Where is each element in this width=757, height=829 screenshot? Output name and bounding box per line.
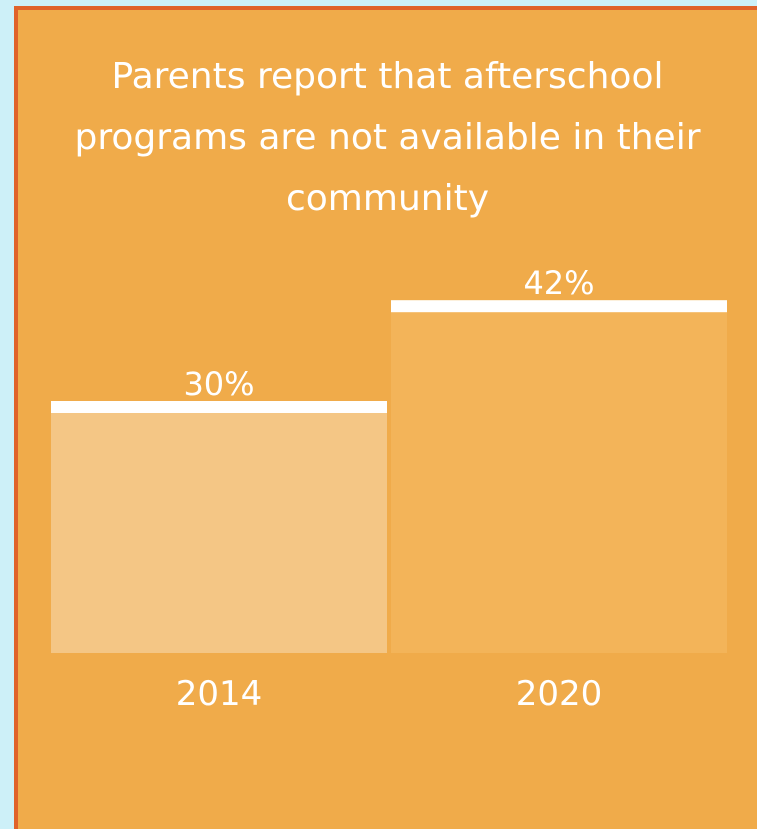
bar-2014	[51, 401, 387, 653]
bar-2020	[391, 300, 727, 653]
data-label-2020: 42%	[523, 264, 594, 302]
category-label-2014: 2014	[176, 674, 263, 714]
category-label-2020: 2020	[516, 674, 603, 714]
data-label-2014: 30%	[183, 365, 254, 403]
